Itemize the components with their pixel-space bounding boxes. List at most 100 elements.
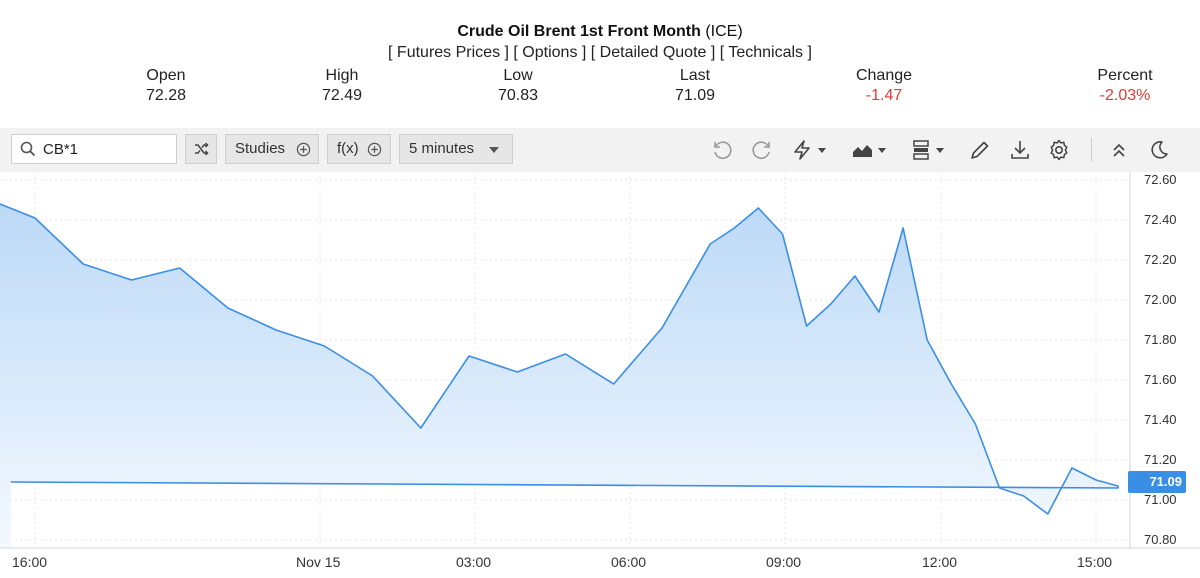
symbol-search-input[interactable]: CB*1: [11, 134, 177, 164]
price-point: [660, 326, 664, 330]
search-icon: [20, 141, 36, 157]
y-tick-label: 71.20: [1144, 452, 1177, 467]
price-point: [973, 422, 977, 426]
stat-value: 72.49: [321, 87, 363, 104]
fx-button[interactable]: f(x): [327, 134, 391, 164]
price-point: [419, 426, 423, 430]
price-point: [781, 232, 785, 236]
price-point: [322, 344, 326, 348]
x-tick-label: 15:00: [1077, 554, 1113, 570]
studies-button[interactable]: Studies: [225, 134, 319, 164]
stat-last: Last 71.09: [665, 66, 725, 106]
futures-prices-link[interactable]: [ Futures Prices ]: [388, 44, 509, 61]
plus-circle-icon: [296, 142, 311, 157]
chevron-down-icon: [489, 147, 499, 153]
x-tick-label: 09:00: [766, 554, 802, 570]
price-point: [9, 480, 13, 484]
y-tick-label: 70.80: [1144, 532, 1177, 547]
dark-mode-icon[interactable]: [1147, 138, 1171, 162]
price-point: [515, 370, 519, 374]
price-point: [708, 242, 712, 246]
stat-label: Low: [503, 67, 533, 84]
price-point: [178, 266, 182, 270]
compare-button[interactable]: [185, 134, 217, 164]
y-tick-label: 72.20: [1144, 252, 1177, 267]
price-point: [564, 352, 568, 356]
quote-links: [ Futures Prices ] [ Options ] [ Detaile…: [0, 44, 1200, 62]
download-icon[interactable]: [1008, 138, 1032, 162]
price-point: [732, 226, 736, 230]
pencil-icon[interactable]: [968, 138, 992, 162]
price-point: [756, 206, 760, 210]
chart-toolbar: CB*1 Studies f(x) 5 minutes: [0, 128, 1200, 172]
detailed-quote-link[interactable]: [ Detailed Quote ]: [590, 44, 716, 61]
interval-select[interactable]: 5 minutes: [399, 134, 513, 164]
stat-label: Percent: [1097, 67, 1153, 84]
layout-icon[interactable]: [910, 138, 950, 162]
quote-title: Crude Oil Brent 1st Front Month (ICE): [0, 23, 1200, 41]
price-point: [371, 374, 375, 378]
x-tick-label: 06:00: [611, 554, 647, 570]
price-point: [1116, 486, 1120, 490]
price-point: [274, 328, 278, 332]
y-tick-label: 72.00: [1144, 292, 1177, 307]
stat-value: 72.28: [145, 87, 187, 104]
price-point: [226, 306, 230, 310]
price-point: [33, 216, 37, 220]
options-link[interactable]: [ Options ]: [513, 44, 587, 61]
price-point: [925, 338, 929, 342]
price-point: [81, 262, 85, 266]
price-point: [1046, 512, 1050, 516]
price-point: [1022, 494, 1026, 498]
undo-icon[interactable]: [710, 138, 734, 162]
stat-low: Low 70.83: [488, 66, 548, 106]
stat-value: 71.09: [674, 87, 716, 104]
price-point: [1094, 478, 1098, 482]
lightning-icon[interactable]: [790, 138, 830, 162]
price-point: [467, 354, 471, 358]
stat-label: Last: [679, 67, 711, 84]
stat-open: Open 72.28: [136, 66, 196, 106]
fx-label: f(x): [337, 140, 359, 157]
stat-label: Change: [855, 67, 913, 84]
price-point: [877, 310, 881, 314]
price-point: [129, 278, 133, 282]
price-point: [829, 302, 833, 306]
redo-icon[interactable]: [750, 138, 774, 162]
stat-value: -1.47: [865, 87, 903, 104]
chart-canvas[interactable]: [0, 172, 1200, 578]
stat-high: High 72.49: [312, 66, 372, 106]
exchange-label: (ICE): [705, 23, 743, 40]
y-tick-label: 71.40: [1144, 412, 1177, 427]
price-point: [853, 274, 857, 278]
last-price-badge: 71.09: [1128, 471, 1186, 493]
stat-percent: Percent -2.03%: [1085, 66, 1165, 106]
price-area: [0, 204, 1118, 548]
stat-label: Open: [146, 67, 186, 84]
technicals-link[interactable]: [ Technicals ]: [719, 44, 812, 61]
x-tick-label: 12:00: [922, 554, 958, 570]
x-tick-label: 16:00: [12, 554, 48, 570]
symbol-value: CB*1: [43, 141, 79, 158]
collapse-icon[interactable]: [1107, 138, 1131, 162]
y-tick-label: 71.60: [1144, 372, 1177, 387]
y-tick-label: 71.00: [1144, 492, 1177, 507]
price-point: [805, 324, 809, 328]
stat-change: Change -1.47: [844, 66, 924, 106]
x-tick-label: Nov 15: [296, 554, 341, 570]
price-point: [612, 382, 616, 386]
plus-circle-icon: [367, 142, 382, 157]
settings-icon[interactable]: [1047, 138, 1071, 162]
stat-value: -2.03%: [1099, 87, 1151, 104]
instrument-name: Crude Oil Brent 1st Front Month: [457, 23, 701, 40]
price-point: [1070, 466, 1074, 470]
price-point: [998, 486, 1002, 490]
stat-value: 70.83: [497, 87, 539, 104]
interval-label: 5 minutes: [409, 140, 475, 157]
price-point: [901, 226, 905, 230]
price-chart[interactable]: 72.60 72.40 72.20 72.00 71.80 71.60 71.4…: [0, 172, 1200, 578]
studies-label: Studies: [235, 140, 286, 157]
chart-type-icon[interactable]: [850, 138, 890, 162]
y-tick-label: 72.40: [1144, 212, 1177, 227]
stat-label: High: [325, 67, 359, 84]
